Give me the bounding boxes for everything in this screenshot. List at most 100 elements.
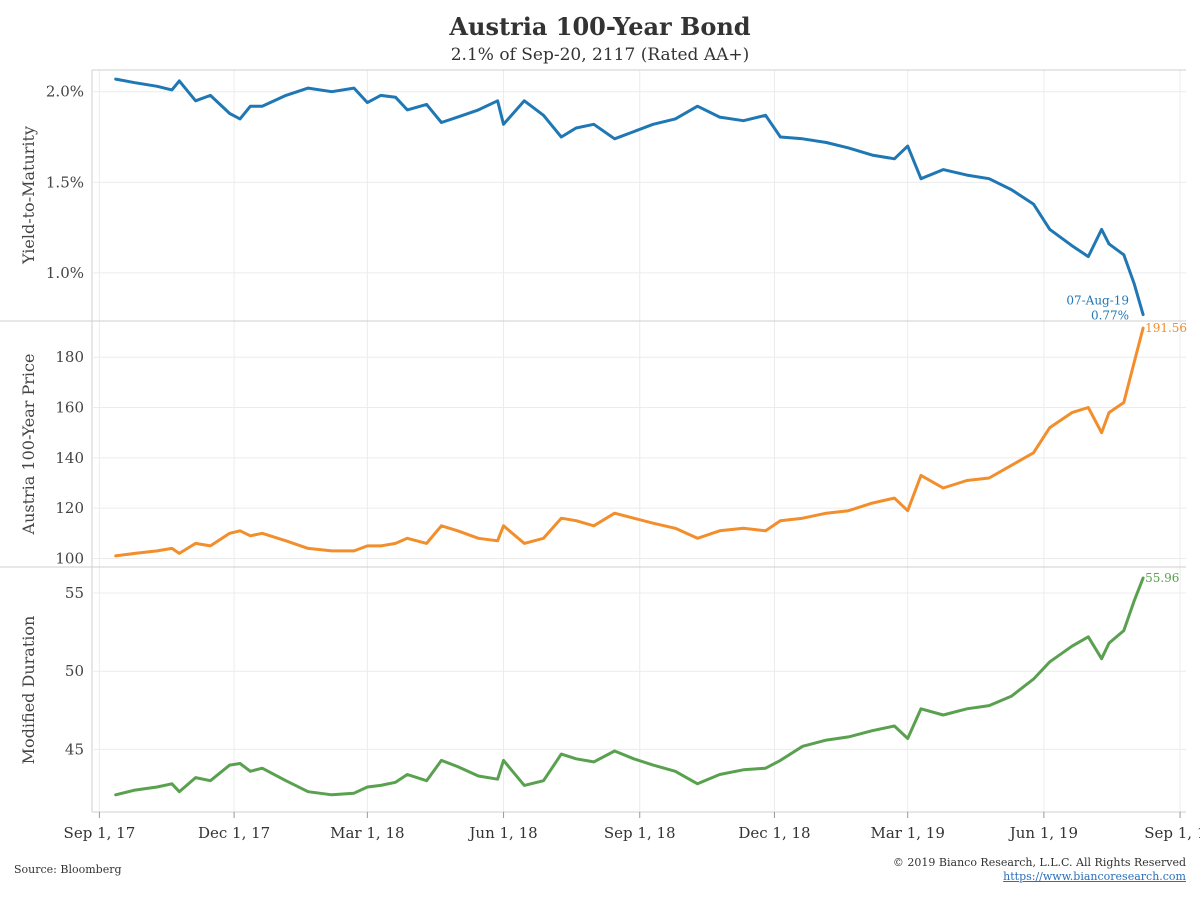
duration-point-18 bbox=[406, 773, 409, 776]
yield-point-2 bbox=[155, 85, 159, 88]
yield-point-10 bbox=[261, 105, 264, 108]
yield-point-33 bbox=[674, 117, 677, 121]
duration-point-45 bbox=[919, 707, 923, 710]
price-point-36 bbox=[742, 527, 745, 530]
duration-point-43 bbox=[893, 724, 896, 728]
price-point-11 bbox=[284, 539, 288, 543]
duration-point-47 bbox=[965, 707, 969, 710]
chart-subtitle: 2.1% of Sep-20, 2117 (Rated AA+) bbox=[450, 45, 750, 65]
yield-point-6 bbox=[209, 94, 212, 97]
yield-end-label-value: 0.77% bbox=[1091, 309, 1129, 323]
duration-point-54 bbox=[1100, 657, 1103, 660]
price-point-23 bbox=[496, 539, 499, 543]
price-point-5 bbox=[194, 542, 197, 545]
duration-point-24 bbox=[502, 759, 505, 762]
price-point-47 bbox=[965, 479, 969, 482]
price-point-43 bbox=[893, 496, 896, 500]
yield-point-28 bbox=[574, 126, 578, 130]
yield-point-11 bbox=[284, 94, 288, 97]
yield-y-tick-label-2: 2.0% bbox=[46, 83, 84, 101]
duration-point-3 bbox=[170, 782, 174, 786]
price-point-52 bbox=[1070, 411, 1074, 414]
x-tick-label-2: Mar 1, 18 bbox=[330, 824, 404, 842]
duration-point-55 bbox=[1107, 641, 1111, 645]
duration-point-27 bbox=[560, 752, 563, 756]
x-tick-label-3: Jun 1, 18 bbox=[467, 824, 537, 842]
price-point-48 bbox=[987, 476, 991, 480]
duration-point-58 bbox=[1141, 576, 1145, 580]
duration-point-40 bbox=[825, 738, 828, 742]
duration-point-21 bbox=[456, 765, 459, 768]
price-point-0 bbox=[114, 554, 117, 558]
yield-point-12 bbox=[306, 86, 310, 90]
duration-point-7 bbox=[228, 763, 231, 767]
price-point-57 bbox=[1132, 361, 1136, 364]
price-end-label-value: 191.56 bbox=[1145, 321, 1187, 335]
duration-y-tick-label-0: 45 bbox=[65, 740, 84, 758]
duration-series-line bbox=[114, 576, 1145, 797]
duration-point-33 bbox=[674, 770, 677, 773]
duration-point-50 bbox=[1032, 677, 1035, 681]
yield-point-36 bbox=[742, 119, 745, 122]
yield-point-43 bbox=[893, 157, 896, 160]
yield-point-55 bbox=[1107, 242, 1111, 246]
duration-point-32 bbox=[651, 763, 655, 767]
yield-point-22 bbox=[477, 108, 480, 112]
duration-point-31 bbox=[632, 757, 636, 761]
yield-point-1 bbox=[133, 81, 137, 84]
yield-point-8 bbox=[238, 117, 242, 121]
duration-point-1 bbox=[133, 788, 137, 792]
yield-end-label-date: 07-Aug-19 bbox=[1066, 294, 1129, 308]
x-tick-label-0: Sep 1, 17 bbox=[64, 824, 136, 842]
yield-point-52 bbox=[1070, 244, 1074, 247]
website-link[interactable]: https://www.biancoresearch.com bbox=[1003, 870, 1186, 883]
x-tick-label-5: Dec 1, 18 bbox=[738, 824, 810, 842]
duration-point-20 bbox=[440, 759, 443, 762]
price-point-49 bbox=[1010, 464, 1013, 467]
price-point-50 bbox=[1032, 451, 1035, 455]
price-point-18 bbox=[406, 537, 409, 540]
chart-title: Austria 100-Year Bond bbox=[449, 12, 751, 41]
yield-point-16 bbox=[379, 94, 382, 97]
source-note: Source: Bloomberg bbox=[14, 863, 122, 876]
price-point-27 bbox=[560, 517, 563, 520]
price-point-53 bbox=[1087, 406, 1090, 409]
x-tick-label-6: Mar 1, 19 bbox=[870, 824, 944, 842]
duration-point-41 bbox=[847, 735, 850, 739]
price-point-21 bbox=[456, 529, 459, 532]
price-point-35 bbox=[718, 529, 721, 532]
copyright-text: © 2019 Bianco Research, L.L.C. All Right… bbox=[892, 856, 1186, 869]
duration-point-19 bbox=[425, 779, 428, 782]
duration-end-label-value: 55.96 bbox=[1145, 571, 1179, 585]
price-y-tick-label-2: 140 bbox=[55, 449, 84, 467]
duration-point-10 bbox=[261, 767, 264, 770]
yield-point-48 bbox=[987, 177, 991, 180]
yield-point-50 bbox=[1032, 202, 1035, 206]
duration-point-12 bbox=[306, 790, 310, 793]
yield-point-24 bbox=[502, 123, 505, 126]
price-point-31 bbox=[632, 517, 636, 520]
duration-point-53 bbox=[1087, 635, 1090, 639]
price-point-26 bbox=[542, 537, 545, 540]
duration-point-4 bbox=[178, 790, 181, 793]
duration-point-8 bbox=[238, 762, 242, 765]
yield-point-7 bbox=[228, 112, 231, 115]
yield-point-39 bbox=[801, 137, 804, 141]
duration-point-52 bbox=[1070, 645, 1074, 648]
duration-point-37 bbox=[764, 767, 767, 770]
price-point-16 bbox=[379, 544, 382, 548]
x-tick-label-1: Dec 1, 17 bbox=[198, 824, 270, 842]
yield-point-25 bbox=[523, 99, 526, 102]
duration-point-39 bbox=[801, 745, 804, 748]
yield-point-45 bbox=[919, 177, 923, 180]
duration-point-2 bbox=[155, 785, 159, 789]
duration-point-49 bbox=[1010, 695, 1013, 698]
duration-point-25 bbox=[523, 784, 526, 787]
price-point-30 bbox=[613, 511, 616, 515]
yield-point-19 bbox=[425, 103, 428, 106]
price-point-19 bbox=[425, 542, 428, 545]
price-point-55 bbox=[1107, 411, 1111, 414]
price-point-4 bbox=[178, 552, 181, 555]
duration-point-35 bbox=[718, 773, 721, 776]
